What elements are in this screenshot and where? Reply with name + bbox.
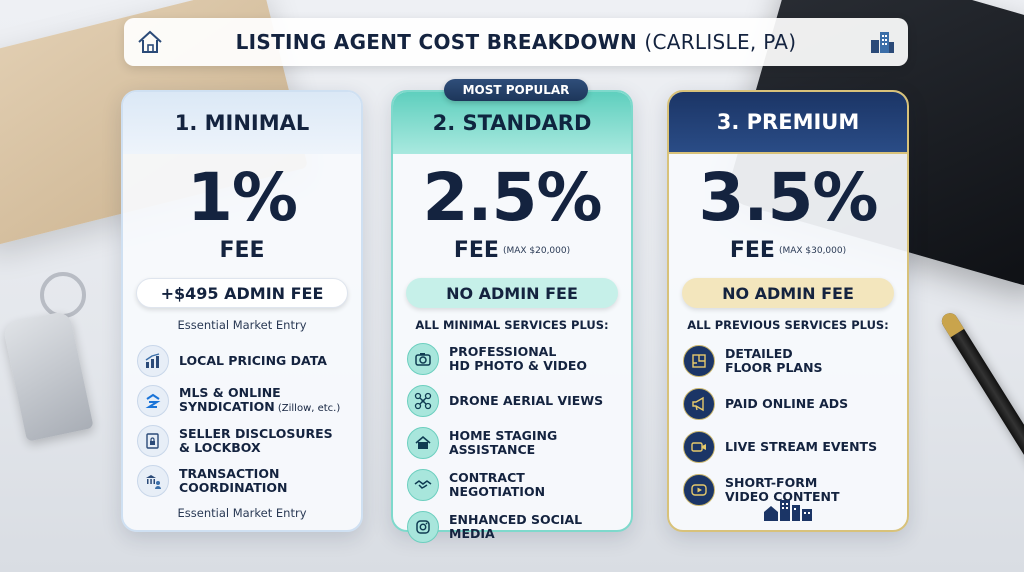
plan-card-standard[interactable]: 2. STANDARD 2.5% FEE (MAX $20,000) NO ADM… [391,90,633,543]
feature-item: TRANSACTION COORDINATION [137,464,351,498]
plan-subhead: Essential Market Entry [177,318,307,332]
city-skyline-icon [762,496,816,526]
feature-item: DETAILED FLOOR PLANS [683,344,897,378]
fee-block: 2.5% FEE (MAX $20,000) [393,160,631,278]
feature-item: LOCAL PRICING DATA [137,344,351,378]
title-bar: LISTING AGENT COST BREAKDOWN (CARLISLE, … [124,18,908,66]
feature-label: CONTRACT NEGOTIATION [449,470,546,499]
plan-card-minimal[interactable]: 1. MINIMAL 1% FEE +$495 ADMIN FEE Essent… [121,90,363,532]
feature-item: DRONE AERIAL VIEWS [407,384,621,418]
background-pen [938,310,1024,480]
camera-icon [407,343,439,375]
feature-item: MLS & ONLINE SYNDICATION (Zillow, etc.) [137,384,351,418]
plan-subhead: ALL MINIMAL SERVICES PLUS: [415,318,609,332]
handshake-icon [407,469,439,501]
feature-text: ENHANCED SOCIAL MEDIA [449,513,621,541]
feature-label: LIVE STREAM EVENTS [725,439,878,454]
feature-note: (Zillow, etc.) [274,403,341,414]
feature-item: PROFESSIONAL HD PHOTO & VIDEO [407,342,621,376]
plan-name: 2. STANDARD [393,92,631,154]
title-main: LISTING AGENT COST BREAKDOWN [235,30,638,54]
feature-text: CONTRACT NEGOTIATION [449,471,621,499]
feature-label: SELLER DISCLOSURES & LOCKBOX [179,426,333,455]
lock-document-icon [137,425,169,457]
video-camera-icon [683,431,715,463]
feature-list: LOCAL PRICING DATA MLS & ONLINE SYNDICAT… [123,336,361,498]
plan-footer: Essential Market Entry [177,506,307,520]
feature-item: SHORT-FORM VIDEO CONTENT [683,473,897,507]
title-location: (CARLISLE, PA) [644,30,797,54]
feature-text: HOME STAGING ASSISTANCE [449,429,557,457]
feature-text: SELLER DISCLOSURES & LOCKBOX [179,427,333,455]
fee-max: (MAX $20,000) [502,246,571,256]
admin-fee-pill: NO ADMIN FEE [406,278,618,308]
feature-text: DRONE AERIAL VIEWS [449,394,603,408]
home-icon [407,427,439,459]
feature-label: LOCAL PRICING DATA [179,353,327,368]
plan-name: 1. MINIMAL [123,92,361,154]
fee-label: FEE [219,238,265,263]
feature-label: DETAILED FLOOR PLANS [725,346,823,375]
instagram-icon [407,511,439,543]
chart-icon [137,345,169,377]
feature-text: PAID ONLINE ADS [725,397,848,411]
fee-block: 1% FEE [123,160,361,278]
house-icon [136,28,164,60]
admin-fee-pill: +$495 ADMIN FEE [136,278,348,308]
plan-subhead: ALL PREVIOUS SERVICES PLUS: [687,318,889,332]
feature-text: DETAILED FLOOR PLANS [725,347,823,375]
feature-text: LOCAL PRICING DATA [179,354,327,368]
feature-text: TRANSACTION COORDINATION [179,467,288,495]
feature-text: PROFESSIONAL HD PHOTO & VIDEO [449,345,587,373]
plan-card-premium[interactable]: 3. PREMIUM 3.5% FEE (MAX $30,000) NO ADMI… [667,90,909,532]
feature-item: LIVE STREAM EVENTS [683,430,897,464]
feature-list: PROFESSIONAL HD PHOTO & VIDEO DRONE AERI… [393,336,631,544]
feature-list: DETAILED FLOOR PLANS PAID ONLINE ADS LIV… [669,336,907,507]
feature-item: CONTRACT NEGOTIATION [407,468,621,502]
feature-label: PROFESSIONAL HD PHOTO & VIDEO [449,344,588,373]
zillow-icon [137,385,169,417]
fee-rate: 3.5% [698,159,878,236]
fee-label-row: FEE [123,236,361,266]
bank-people-icon [137,465,169,497]
play-icon [683,474,715,506]
feature-item: PAID ONLINE ADS [683,387,897,421]
fee-block: 3.5% FEE (MAX $30,000) [669,160,907,278]
page-title: LISTING AGENT COST BREAKDOWN (CARLISLE, … [236,30,797,54]
fee-max: (MAX $30,000) [778,246,847,256]
buildings-icon [868,28,896,60]
feature-text: LIVE STREAM EVENTS [725,440,877,454]
feature-label: DRONE AERIAL VIEWS [449,393,604,408]
fee-label: FEE [729,238,775,263]
floor-plan-icon [683,345,715,377]
fee-rate: 1% [186,159,298,236]
feature-item: SELLER DISCLOSURES & LOCKBOX [137,424,351,458]
fee-label: FEE [453,238,499,263]
feature-text: MLS & ONLINE SYNDICATION (Zillow, etc.) [179,386,340,416]
megaphone-icon [683,388,715,420]
fee-label-row: FEE (MAX $30,000) [669,236,907,266]
feature-item: HOME STAGING ASSISTANCE [407,426,621,460]
plan-name: 3. PREMIUM [669,92,907,154]
feature-item: ENHANCED SOCIAL MEDIA [407,510,621,544]
drone-icon [407,385,439,417]
feature-label: TRANSACTION COORDINATION [179,466,288,495]
feature-label: ENHANCED SOCIAL MEDIA [449,512,583,541]
feature-label: PAID ONLINE ADS [725,396,849,411]
admin-fee-pill: NO ADMIN FEE [682,278,894,308]
fee-label-row: FEE (MAX $20,000) [393,236,631,266]
feature-label: MLS & ONLINE SYNDICATION [179,385,281,414]
background-keyring [40,272,86,318]
fee-rate: 2.5% [422,159,602,236]
background-key [2,310,94,442]
most-popular-badge: MOST POPULAR [444,79,588,101]
feature-label: HOME STAGING ASSISTANCE [449,428,558,457]
